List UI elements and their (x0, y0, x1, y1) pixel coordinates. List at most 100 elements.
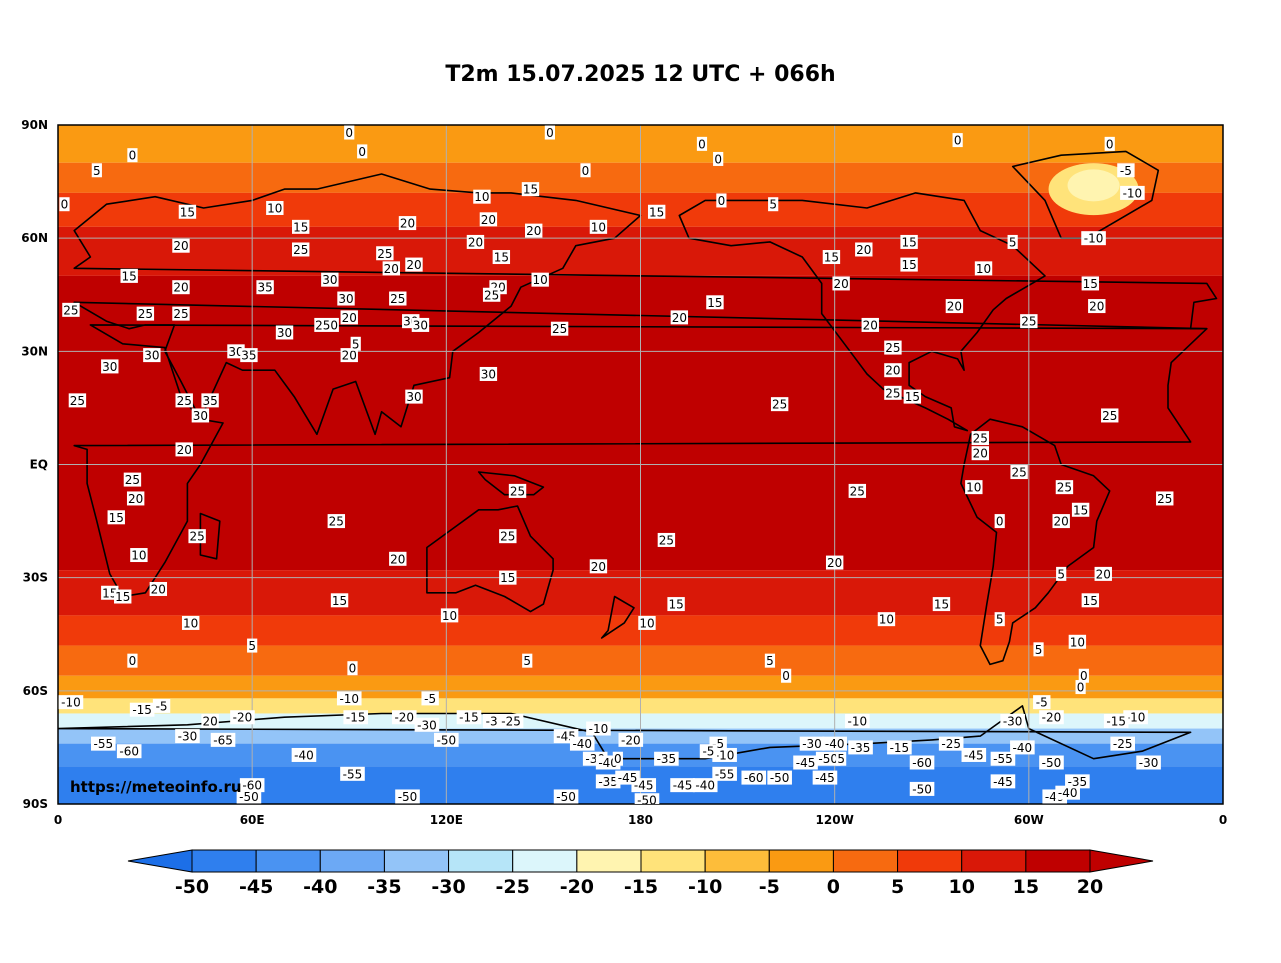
contour-label-bg (129, 702, 155, 717)
contour-label-bg (1071, 502, 1090, 517)
contour-label-bg (256, 280, 274, 295)
contour-label: 0 (349, 662, 357, 676)
contour-label: 20 (406, 258, 421, 272)
contour-label-bg (239, 778, 265, 793)
contour-label-bg (62, 302, 80, 317)
contour-label-bg (799, 736, 825, 751)
contour-label-bg (466, 234, 485, 249)
contour-label: 20 (151, 582, 166, 596)
contour-label: 20 (128, 492, 143, 506)
contour-label-bg (340, 348, 358, 363)
contour-label-bg (887, 740, 912, 755)
contour-label-bg (822, 736, 847, 751)
colorbar-over-arrow (1089, 849, 1154, 873)
contour-label: -40 (1013, 741, 1033, 755)
contour-label-bg (336, 691, 362, 706)
colorbar-swatch (1025, 849, 1091, 873)
longitude-tick-label: 0 (54, 813, 62, 827)
contour-label-bg (961, 747, 987, 762)
contour-label: 20 (526, 224, 541, 238)
contour-label-bg (247, 638, 258, 653)
contour-label-bg (389, 291, 407, 306)
contour-label-bg (1065, 774, 1090, 789)
colorbar-swatch (897, 849, 963, 873)
contour-label-bg (1094, 566, 1112, 581)
contour-label: -10 (1084, 232, 1104, 246)
contour-label-bg (1039, 755, 1064, 770)
contour-label: -50 (398, 790, 418, 804)
contour-label: 30 (413, 318, 428, 332)
contour-label-bg (172, 306, 190, 321)
contour-label: 0 (954, 134, 962, 148)
contour-label: 0 (1106, 137, 1114, 151)
contour-label-bg (647, 204, 666, 219)
contour-label: 30 (144, 349, 159, 363)
contour-label: 25 (1021, 315, 1036, 329)
contour-label: 30 (277, 326, 292, 340)
contour-label-bg (569, 736, 595, 751)
contour-label: 10 (267, 201, 282, 215)
contour-label: -50 (637, 794, 657, 808)
contour-label: 10 (474, 190, 489, 204)
contour-label-bg (1056, 566, 1067, 581)
contour-label: 15 (102, 586, 117, 600)
contour-label: 10 (591, 220, 606, 234)
contour-label-bg (440, 608, 459, 623)
contour-label-bg (314, 317, 339, 332)
contour-label-bg (945, 299, 964, 314)
contour-label: -10 (848, 715, 868, 729)
contour-label: 0 (129, 654, 137, 668)
continent-outline (426, 505, 554, 613)
contour-label: 25 (552, 322, 567, 336)
contour-label: 5 (523, 654, 531, 668)
colorbar-tick-label: -5 (759, 876, 780, 898)
contour-label-bg (550, 321, 569, 336)
contour-label-bg (770, 397, 789, 412)
contour-label: 30 (102, 360, 117, 374)
contour-label-bg (699, 744, 718, 759)
contour-label-bg (764, 653, 776, 668)
contour-label: -50 (437, 733, 457, 747)
contour-label: 30 (406, 390, 421, 404)
colorbar-swatch (319, 849, 385, 873)
contour-label: 15 (649, 205, 664, 219)
contour-label: -60 (242, 779, 262, 793)
contour-label: 25 (70, 394, 85, 408)
contour-label-bg (421, 691, 439, 706)
contour-label-bg (713, 151, 724, 166)
contour-label-bg (101, 359, 119, 374)
contour-label: 30 (228, 345, 243, 359)
contour-label-bg (376, 246, 394, 261)
contour-label: 25 (659, 533, 674, 547)
colorbar-tick-label: 15 (1013, 876, 1039, 898)
contour-label: -35 (1068, 775, 1088, 789)
longitude-tick-label: 60E (240, 813, 265, 827)
contour-label-bg (612, 751, 623, 766)
contour-label: 30 (193, 409, 208, 423)
contour-label: -50 (239, 790, 259, 804)
contour-label: -20 (1042, 711, 1062, 725)
contour-label-bg (1055, 480, 1074, 495)
contour-label-bg (861, 317, 879, 332)
contour-label: -10 (1123, 186, 1143, 200)
colorbar-tick-label: 10 (948, 876, 974, 898)
contour-label: 20 (863, 318, 878, 332)
contour-label-bg (1088, 299, 1106, 314)
contour-label-bg (848, 740, 873, 755)
contour-label: -35 (851, 741, 871, 755)
contour-label-bg (123, 472, 142, 487)
contour-label: -40 (294, 748, 314, 762)
contour-label-bg (1020, 314, 1038, 329)
contour-label: 15 (494, 251, 509, 265)
contour-label: 20 (173, 239, 188, 253)
contour-label: -30 (802, 737, 822, 751)
contour-label-bg (1110, 736, 1135, 751)
contour-label-bg (1103, 714, 1129, 729)
contour-label: 15 (523, 183, 538, 197)
contour-label: -15 (132, 703, 152, 717)
contour-label-bg (201, 393, 219, 408)
contour-label: 5 (1035, 643, 1043, 657)
contour-label: -20 (233, 711, 253, 725)
contour-label: 15 (1083, 594, 1098, 608)
contour-label: 0 (1077, 681, 1085, 695)
